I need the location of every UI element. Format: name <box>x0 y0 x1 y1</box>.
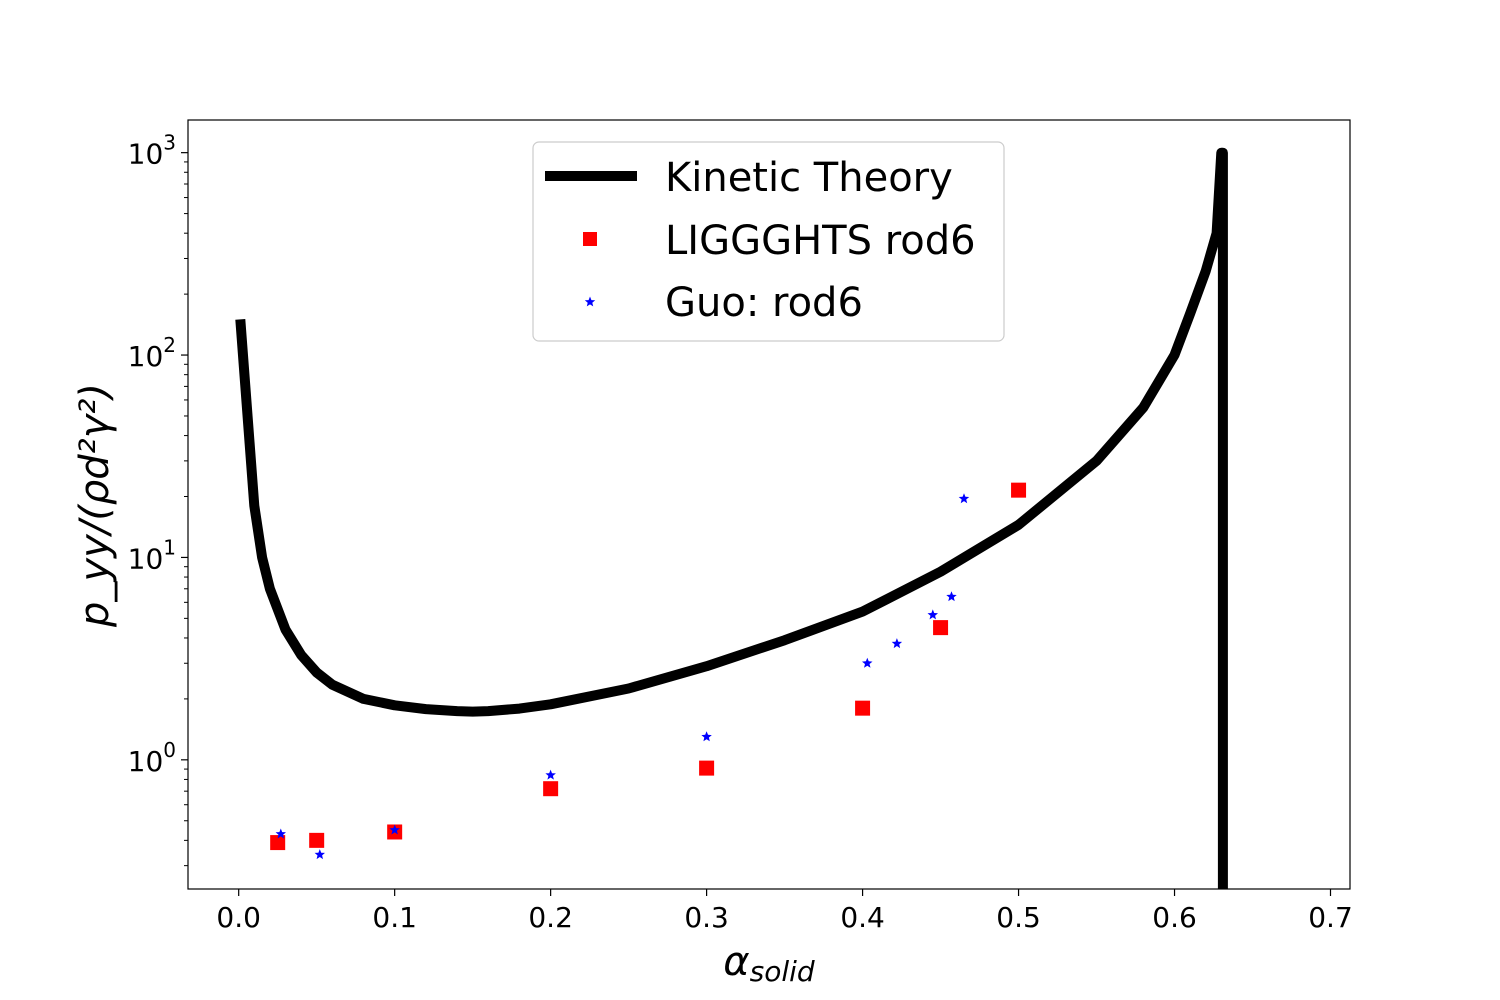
x-tick-label: 0.7 <box>1308 901 1353 934</box>
liggghts-point <box>543 781 559 797</box>
guo-point <box>958 493 970 504</box>
plot-frame <box>187 119 1351 890</box>
guo-point <box>545 769 556 780</box>
liggghts-point <box>270 835 286 851</box>
liggghts-point <box>1011 482 1027 498</box>
x-tick-label: 0.4 <box>840 901 885 934</box>
guo-point <box>862 657 873 668</box>
legend-square-marker <box>583 232 597 246</box>
legend-star-shape <box>584 296 596 307</box>
kinetic-theory-line-group <box>235 147 1228 889</box>
guo-point <box>891 638 903 649</box>
x-tick-label: 0.6 <box>1152 901 1197 934</box>
liggghts-point <box>309 832 325 848</box>
legend-star-marker <box>584 296 596 307</box>
legend-label-guo: Guo: rod6 <box>665 280 863 326</box>
legend-box <box>532 141 1005 342</box>
guo-point <box>701 731 712 742</box>
y-tick-label: 103 <box>128 131 176 171</box>
kinetic-theory-line <box>235 147 1228 889</box>
liggghts-point <box>855 700 871 716</box>
x-tick-label: 0.0 <box>216 901 261 934</box>
legend-label-liggghts: LIGGGHTS rod6 <box>665 218 976 264</box>
liggghts-point <box>699 760 715 776</box>
y-tick-label: 100 <box>128 738 176 778</box>
guo-point <box>275 828 286 839</box>
x-axis-title-base: α <box>723 939 749 985</box>
liggghts-point <box>933 620 949 636</box>
guo-point <box>314 849 325 860</box>
legend: Kinetic Theory LIGGGHTS rod6 Guo: rod6 <box>532 141 1005 342</box>
guo-point <box>946 591 957 602</box>
x-tick-label: 0.1 <box>372 901 417 934</box>
x-tick-label: 0.5 <box>996 901 1041 934</box>
guo-marker-group <box>275 493 970 860</box>
x-axis-title-sub: solid <box>750 955 815 988</box>
y-tick-label: 102 <box>128 333 176 373</box>
y-tick-label: 101 <box>128 535 176 575</box>
x-axis-title: αsolid <box>723 939 815 988</box>
x-axis: 0.0 0.1 0.2 0.3 0.4 0.5 0.6 0.7 <box>216 889 1353 934</box>
y-axis: 100 101 102 103 <box>128 131 188 867</box>
x-tick-label: 0.2 <box>528 901 573 934</box>
guo-point <box>927 609 938 620</box>
legend-label-kinetic-theory: Kinetic Theory <box>665 155 953 201</box>
y-axis-title: p_yy/(ρd²γ²) <box>72 383 118 628</box>
x-tick-label: 0.3 <box>684 901 729 934</box>
liggghts-marker-group <box>270 482 1027 851</box>
guo-point <box>389 824 400 835</box>
